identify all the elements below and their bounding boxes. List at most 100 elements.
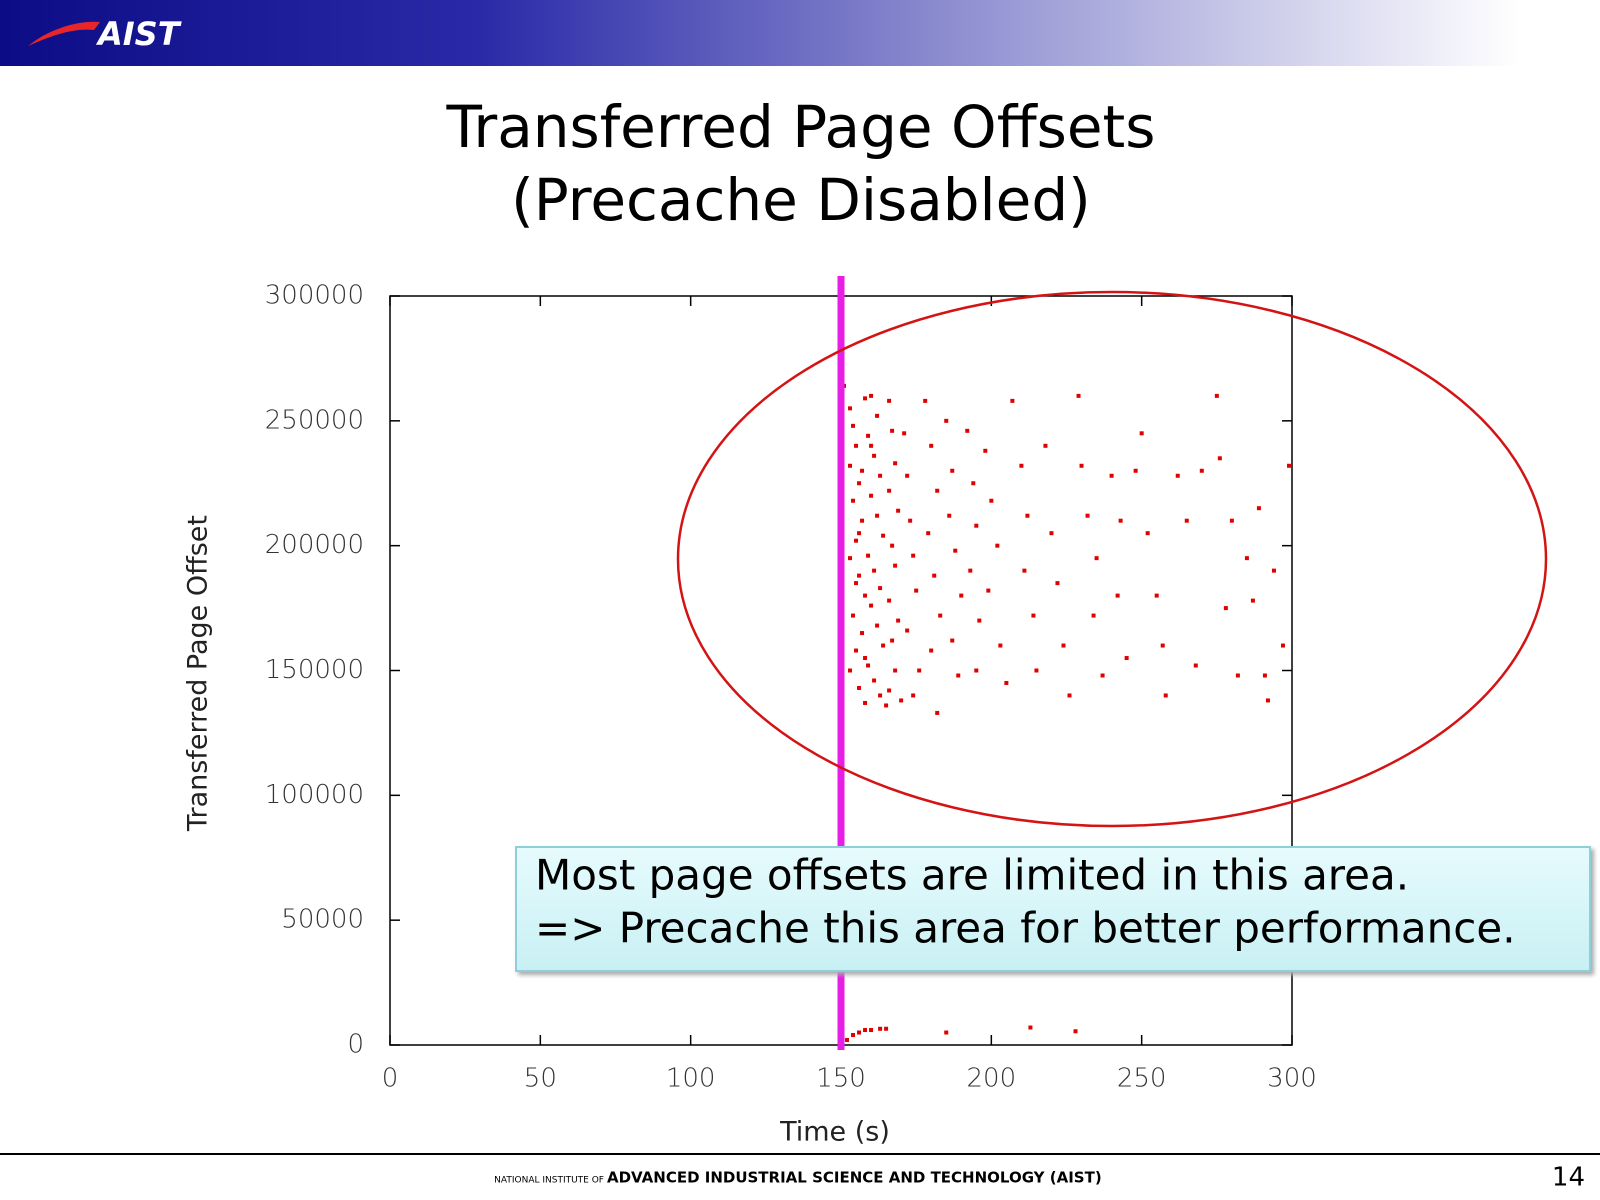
point — [896, 618, 901, 623]
x-tick-label: 150 — [816, 1064, 866, 1094]
point — [938, 613, 943, 618]
point — [986, 588, 991, 593]
point — [1109, 473, 1114, 478]
point — [1160, 643, 1165, 648]
point — [860, 468, 865, 473]
callout-line: => Precache this area for better perform… — [535, 904, 1516, 953]
x-tick-label: 100 — [666, 1064, 716, 1094]
point — [869, 1028, 874, 1033]
point — [1199, 468, 1204, 473]
point — [863, 593, 868, 598]
point — [944, 418, 949, 423]
point — [884, 1026, 889, 1031]
point — [854, 443, 859, 448]
point — [878, 586, 883, 591]
point — [1133, 468, 1138, 473]
point — [989, 498, 994, 503]
point — [1022, 568, 1027, 573]
point — [1286, 463, 1291, 468]
y-tick-label: 200000 — [265, 530, 364, 560]
point — [932, 573, 937, 578]
point — [857, 1030, 862, 1035]
point — [878, 693, 883, 698]
point — [1094, 556, 1099, 561]
point — [866, 433, 871, 438]
point — [893, 563, 898, 568]
point — [923, 398, 928, 403]
point — [851, 423, 856, 428]
point — [911, 693, 916, 698]
point — [845, 1038, 850, 1043]
point — [944, 1030, 949, 1035]
point — [1223, 606, 1228, 611]
callout-box — [515, 846, 1591, 972]
point — [854, 538, 859, 543]
point — [857, 481, 862, 486]
x-axis-label: Time (s) — [779, 1117, 890, 1148]
point — [1061, 643, 1066, 648]
point — [869, 443, 874, 448]
point — [935, 710, 940, 715]
point — [1085, 513, 1090, 518]
point — [1271, 568, 1276, 573]
point — [983, 448, 988, 453]
point — [863, 396, 868, 401]
point — [848, 668, 853, 673]
point — [890, 428, 895, 433]
point — [1004, 680, 1009, 685]
x-tick-label: 50 — [524, 1064, 557, 1094]
point — [890, 543, 895, 548]
point — [860, 631, 865, 636]
point — [866, 663, 871, 668]
point — [1091, 613, 1096, 618]
point — [1115, 593, 1120, 598]
point — [935, 488, 940, 493]
point — [869, 493, 874, 498]
chart-title: Transferred Page Offsets — [445, 93, 1155, 161]
point — [863, 656, 868, 661]
point — [965, 428, 970, 433]
point — [851, 1033, 856, 1038]
point — [860, 518, 865, 523]
point — [863, 700, 868, 705]
point — [1214, 393, 1219, 398]
point — [1025, 513, 1030, 518]
point — [950, 468, 955, 473]
point — [956, 673, 961, 678]
highlight-ellipse — [676, 290, 1548, 828]
page-number: 14 — [1552, 1163, 1585, 1193]
point — [1145, 531, 1150, 536]
point — [1193, 663, 1198, 668]
point — [947, 513, 952, 518]
logo: AIST — [95, 15, 182, 53]
point — [1184, 518, 1189, 523]
point — [899, 698, 904, 703]
point — [878, 1026, 883, 1031]
point — [1265, 698, 1270, 703]
x-tick-label: 300 — [1267, 1064, 1317, 1094]
point — [1067, 693, 1072, 698]
y-tick-label: 50000 — [281, 905, 364, 935]
point — [959, 593, 964, 598]
point — [887, 398, 892, 403]
point — [863, 1028, 868, 1033]
point — [1073, 1029, 1078, 1034]
point — [872, 678, 877, 683]
header-bar — [0, 0, 1600, 66]
point — [977, 618, 982, 623]
point — [1118, 518, 1123, 523]
point — [905, 628, 910, 633]
x-tick-label: 0 — [382, 1064, 399, 1094]
point — [1019, 463, 1024, 468]
y-tick-label: 300000 — [265, 281, 364, 311]
point — [848, 406, 853, 411]
point — [854, 648, 859, 653]
point — [872, 453, 877, 458]
point — [1163, 693, 1168, 698]
point — [974, 668, 979, 673]
point — [887, 688, 892, 693]
chart-subtitle: (Precache Disabled) — [511, 166, 1091, 234]
point — [890, 638, 895, 643]
footer-prefix: NATIONAL INSTITUTE OF — [494, 1176, 604, 1186]
y-tick-label: 100000 — [265, 780, 364, 810]
